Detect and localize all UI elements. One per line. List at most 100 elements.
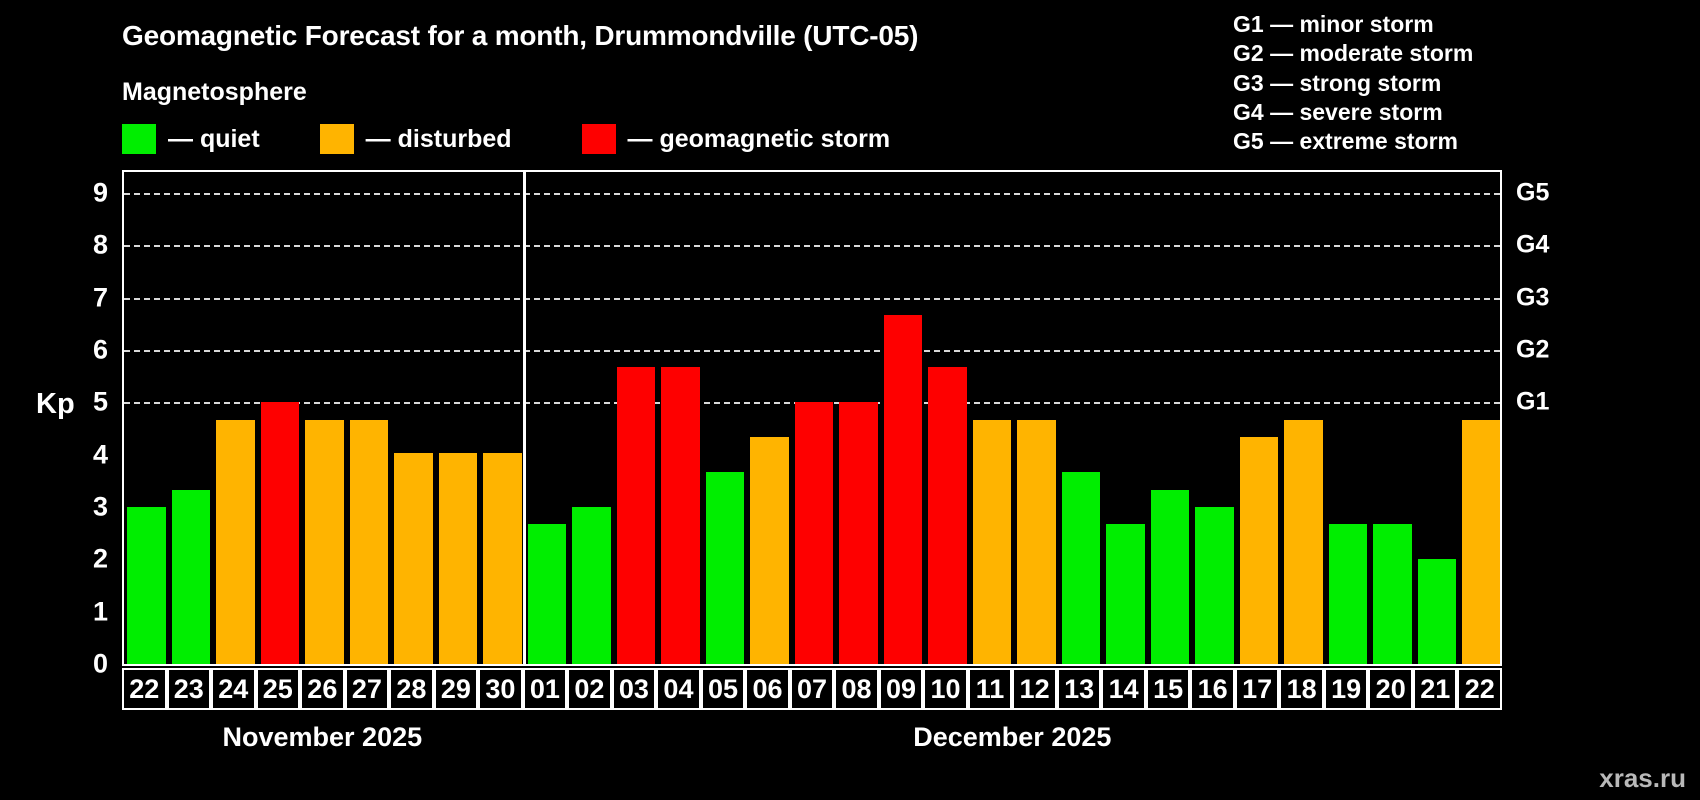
day-label-26: 26 bbox=[300, 668, 345, 710]
day-label-03: 03 bbox=[611, 668, 657, 710]
g-scale-line-2: G2 — moderate storm bbox=[1233, 40, 1474, 67]
y-axis-label-3: 3 bbox=[92, 491, 108, 522]
day-label-19: 19 bbox=[1323, 668, 1369, 710]
legend-item-disturbed: — disturbed bbox=[319, 124, 512, 154]
day-label-04: 04 bbox=[656, 668, 701, 710]
day-label-28: 28 bbox=[389, 668, 434, 710]
chart-plot-inner bbox=[124, 172, 1500, 664]
bar-day-18 bbox=[1284, 419, 1323, 664]
month-separator bbox=[523, 172, 527, 664]
y-axis-label-9: 9 bbox=[92, 177, 108, 208]
bar-day-02 bbox=[572, 506, 611, 664]
bar-day-22 bbox=[1462, 419, 1500, 664]
bar-day-29 bbox=[438, 453, 478, 664]
y-axis-label-6: 6 bbox=[92, 334, 108, 365]
legend-item-storm: — geomagnetic storm bbox=[581, 124, 891, 154]
bar-day-27 bbox=[349, 419, 389, 664]
bar-day-07 bbox=[794, 402, 834, 664]
bar-day-17 bbox=[1239, 437, 1279, 664]
bar-day-11 bbox=[972, 419, 1012, 664]
bar-day-12 bbox=[1017, 419, 1056, 664]
day-label-20: 20 bbox=[1368, 668, 1413, 710]
g-scale-line-5: G5 — extreme storm bbox=[1233, 128, 1458, 155]
day-label-10: 10 bbox=[923, 668, 968, 710]
bar-day-14 bbox=[1106, 524, 1145, 664]
bar-day-15 bbox=[1150, 489, 1190, 664]
bar-day-22 bbox=[127, 506, 166, 664]
y-axis-label-8: 8 bbox=[92, 229, 108, 260]
g-scale-line-4: G4 — severe storm bbox=[1233, 98, 1443, 125]
day-label-16: 16 bbox=[1190, 668, 1235, 710]
legend-swatch-quiet bbox=[122, 124, 156, 154]
day-label-06: 06 bbox=[745, 668, 790, 710]
bar-day-10 bbox=[928, 367, 967, 664]
bar-day-03 bbox=[616, 367, 656, 664]
magnetosphere-label: Magnetosphere bbox=[122, 78, 307, 106]
legend-label-storm: — geomagnetic storm bbox=[627, 124, 891, 153]
month-label-december: December 2025 bbox=[913, 722, 1112, 752]
bar-day-09 bbox=[883, 314, 923, 664]
day-label-01: 01 bbox=[522, 668, 568, 710]
day-label-02: 02 bbox=[567, 668, 612, 710]
day-label-27: 27 bbox=[344, 668, 390, 710]
g-axis-label-G1: G1 bbox=[1516, 387, 1550, 416]
y-axis-label-4: 4 bbox=[92, 439, 108, 470]
bar-day-01 bbox=[527, 524, 567, 664]
day-label-14: 14 bbox=[1101, 668, 1146, 710]
day-label-09: 09 bbox=[878, 668, 924, 710]
y-axis-label-5: 5 bbox=[92, 386, 108, 417]
g-axis-label-G3: G3 bbox=[1516, 283, 1550, 312]
watermark: xras.ru bbox=[1599, 763, 1686, 793]
bar-day-24 bbox=[216, 419, 255, 664]
gridline-kp-8 bbox=[124, 245, 1500, 248]
bar-day-20 bbox=[1373, 524, 1412, 664]
gridline-kp-9 bbox=[124, 192, 1500, 195]
gridline-kp-7 bbox=[124, 297, 1500, 300]
bar-day-08 bbox=[839, 402, 878, 664]
page-title: Geomagnetic Forecast for a month, Drummo… bbox=[122, 20, 919, 51]
day-label-25: 25 bbox=[255, 668, 301, 710]
day-label-21: 21 bbox=[1412, 668, 1458, 710]
g-axis-label-G2: G2 bbox=[1516, 335, 1550, 364]
chart-plot-area bbox=[122, 170, 1502, 666]
month-label-november: November 2025 bbox=[222, 722, 423, 752]
day-label-24: 24 bbox=[211, 668, 256, 710]
bar-day-23 bbox=[171, 489, 211, 664]
legend-swatch-storm bbox=[581, 124, 616, 154]
day-label-12: 12 bbox=[1012, 668, 1057, 710]
y-axis-label-2: 2 bbox=[92, 543, 108, 574]
g-axis-label-G4: G4 bbox=[1516, 230, 1550, 259]
day-label-22: 22 bbox=[1457, 668, 1502, 710]
legend-label-quiet: — quiet bbox=[168, 124, 260, 153]
day-label-18: 18 bbox=[1279, 668, 1324, 710]
bar-day-19 bbox=[1328, 524, 1368, 664]
g-scale-line-3: G3 — strong storm bbox=[1233, 69, 1442, 96]
day-label-30: 30 bbox=[478, 668, 523, 710]
day-label-05: 05 bbox=[700, 668, 746, 710]
y-axis-label-0: 0 bbox=[92, 648, 108, 679]
day-label-07: 07 bbox=[789, 668, 835, 710]
day-label-08: 08 bbox=[834, 668, 879, 710]
bar-day-06 bbox=[750, 437, 789, 664]
bar-day-04 bbox=[661, 367, 700, 664]
bar-day-21 bbox=[1417, 559, 1457, 664]
legend-swatch-disturbed bbox=[319, 124, 354, 154]
day-label-15: 15 bbox=[1145, 668, 1191, 710]
g-scale-line-1: G1 — minor storm bbox=[1233, 11, 1434, 37]
bar-day-05 bbox=[705, 471, 745, 664]
gridline-kp-6 bbox=[124, 349, 1500, 352]
legend-label-disturbed: — disturbed bbox=[365, 124, 512, 153]
bar-day-26 bbox=[305, 419, 344, 664]
y-axis-title: Kp bbox=[36, 388, 75, 420]
legend-item-quiet: — quiet bbox=[122, 124, 260, 154]
y-axis-label-7: 7 bbox=[92, 282, 108, 313]
bar-day-30 bbox=[483, 453, 522, 664]
day-label-17: 17 bbox=[1234, 668, 1280, 710]
bar-day-25 bbox=[260, 402, 300, 664]
magnetosphere-legend: — quiet — disturbed — geomagnetic storm bbox=[122, 122, 890, 156]
day-label-13: 13 bbox=[1056, 668, 1102, 710]
bar-day-28 bbox=[394, 453, 433, 664]
day-label-23: 23 bbox=[166, 668, 212, 710]
g-scale-legend: G1 — minor storm G2 — moderate storm G3 — … bbox=[1233, 10, 1473, 156]
day-label-11: 11 bbox=[967, 668, 1013, 710]
